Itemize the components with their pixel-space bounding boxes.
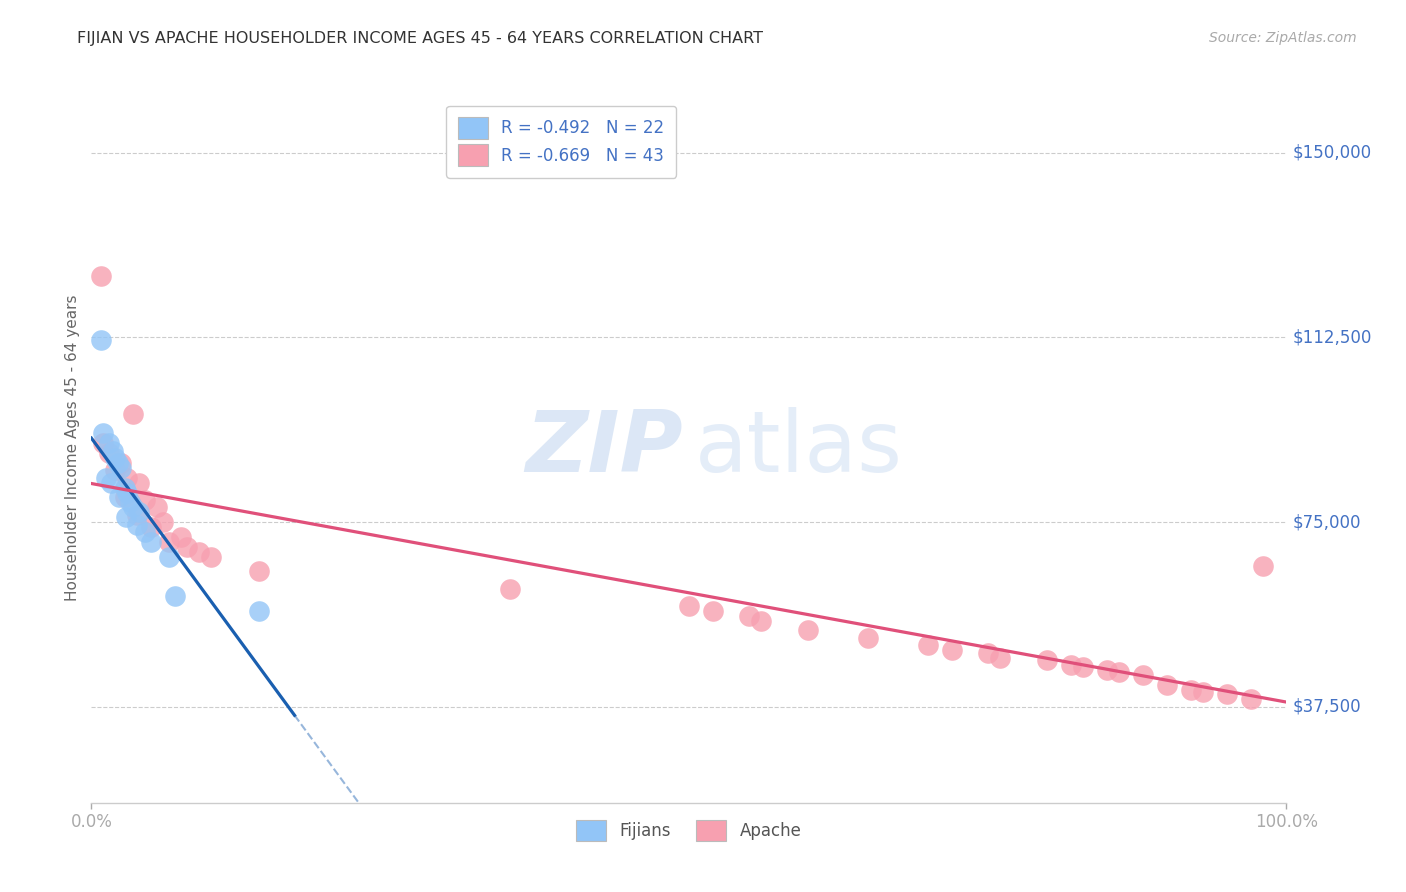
Point	[125, 508, 148, 522]
Point	[122, 500, 145, 515]
Point	[115, 471, 138, 485]
Point	[141, 534, 162, 549]
Point	[104, 451, 127, 466]
Point	[134, 492, 156, 507]
Point	[1215, 688, 1237, 702]
Point	[115, 485, 138, 500]
Point	[134, 524, 156, 539]
Point	[176, 540, 198, 554]
Text: FIJIAN VS APACHE HOUSEHOLDER INCOME AGES 45 - 64 YEARS CORRELATION CHART: FIJIAN VS APACHE HOUSEHOLDER INCOME AGES…	[77, 31, 763, 46]
Point	[1036, 653, 1059, 667]
Point	[157, 549, 180, 564]
Point	[1132, 667, 1154, 681]
Point	[125, 517, 148, 532]
Point	[1240, 692, 1263, 706]
Point	[1192, 685, 1215, 699]
Y-axis label: Householder Income Ages 45 - 64 years: Householder Income Ages 45 - 64 years	[65, 295, 80, 601]
Point	[1156, 678, 1178, 692]
Point	[678, 599, 700, 613]
Point	[1097, 663, 1119, 677]
Text: ZIP: ZIP	[526, 407, 683, 490]
Text: atlas: atlas	[695, 407, 903, 490]
Point	[122, 407, 145, 421]
Point	[749, 614, 772, 628]
Point	[1108, 665, 1130, 680]
Point	[141, 520, 162, 534]
Point	[1071, 660, 1094, 674]
Point	[146, 500, 169, 515]
Point	[157, 534, 180, 549]
Point	[797, 624, 820, 638]
Point	[128, 475, 150, 490]
Point	[114, 481, 136, 495]
Point	[108, 491, 131, 505]
Text: $75,000: $75,000	[1292, 513, 1361, 531]
Point	[1060, 657, 1083, 672]
Point	[976, 646, 998, 660]
Point	[152, 515, 174, 529]
Point	[98, 446, 121, 460]
Text: $150,000: $150,000	[1292, 144, 1372, 161]
Point	[93, 426, 114, 441]
Point	[163, 589, 186, 603]
Point	[128, 505, 150, 519]
Point	[110, 461, 132, 475]
Text: $112,500: $112,500	[1292, 328, 1372, 346]
Point	[1180, 682, 1202, 697]
Point	[104, 463, 127, 477]
Point	[917, 638, 939, 652]
Point	[247, 604, 270, 618]
Point	[200, 549, 222, 564]
Point	[498, 582, 520, 596]
Text: Source: ZipAtlas.com: Source: ZipAtlas.com	[1209, 31, 1357, 45]
Point	[702, 604, 724, 618]
Point	[115, 510, 138, 524]
Point	[101, 443, 124, 458]
Point	[988, 650, 1011, 665]
Point	[94, 471, 117, 485]
Point	[107, 456, 129, 470]
Point	[114, 491, 136, 505]
Point	[1251, 559, 1274, 574]
Point	[118, 495, 141, 509]
Point	[170, 530, 193, 544]
Point	[110, 456, 132, 470]
Point	[100, 475, 122, 490]
Point	[247, 565, 270, 579]
Point	[90, 333, 112, 347]
Point	[93, 436, 114, 450]
Point	[856, 631, 880, 645]
Point	[941, 643, 963, 657]
Legend: Fijians, Apache: Fijians, Apache	[569, 813, 808, 847]
Point	[737, 608, 759, 623]
Text: $37,500: $37,500	[1292, 698, 1361, 715]
Point	[90, 268, 112, 283]
Point	[187, 544, 211, 558]
Point	[98, 436, 121, 450]
